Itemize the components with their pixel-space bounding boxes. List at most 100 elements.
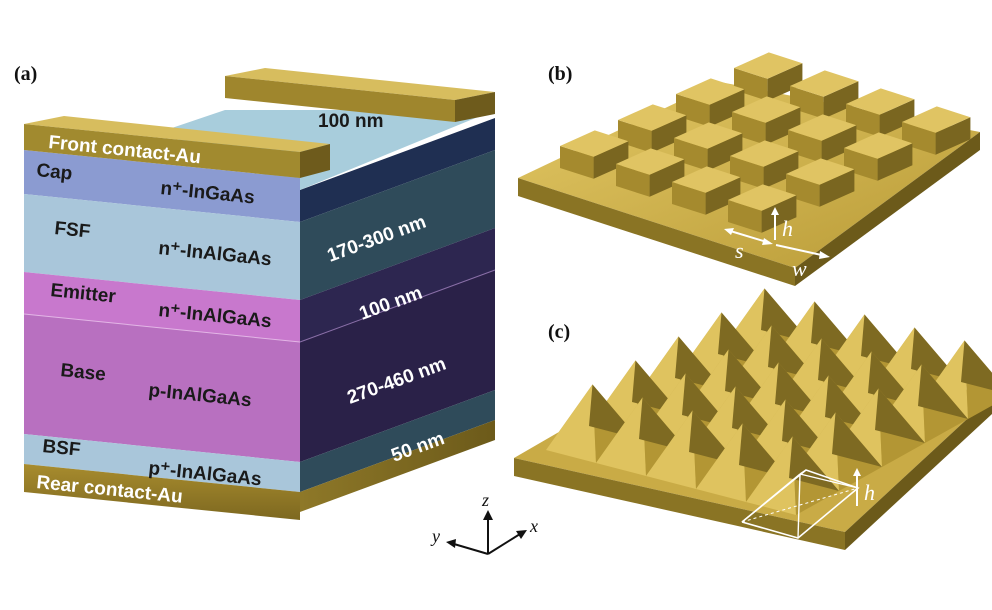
x-axis-label: x [529, 516, 538, 536]
grating-structure: h s w [518, 52, 980, 286]
block-top [846, 88, 915, 115]
grating-base-front [518, 178, 795, 286]
pyramid-structure: h w [514, 288, 992, 561]
grating-base-side [795, 132, 980, 286]
layer-name-cap: Cap [35, 160, 73, 185]
block-top [618, 104, 687, 131]
pyramid-face-left [646, 410, 696, 489]
block-face-right [705, 177, 741, 215]
block-face-right [709, 89, 745, 127]
front-contact-side [300, 144, 330, 178]
block-top [616, 148, 685, 175]
grating-s-label: s [735, 238, 744, 263]
grating-blocks [560, 52, 971, 233]
block-face-right [877, 143, 913, 181]
layer-name-fsf: FSF [53, 218, 91, 243]
block-face-left [616, 164, 650, 197]
emitter-base-interface-side [299, 269, 496, 343]
panel-label-b: (b) [548, 63, 572, 85]
block-face-right [823, 81, 859, 119]
block-face-right [649, 159, 685, 197]
block-face-right [765, 107, 801, 145]
pyramid-face-left [696, 423, 746, 502]
s-arrowhead-l [724, 228, 734, 235]
back-contact-top [225, 68, 495, 100]
pyramid-array [546, 288, 992, 515]
front-emitter [24, 272, 300, 342]
s-arrowhead-r [762, 238, 773, 245]
pyr-h-arrowhead [853, 468, 861, 476]
unit-pyramid-edge-2 [799, 469, 807, 475]
y-axis-label: y [430, 526, 440, 546]
block-face-right [651, 115, 687, 153]
block-face-right [761, 195, 797, 233]
y-arrowhead [446, 539, 456, 548]
s-arrow [726, 229, 771, 244]
block-face-right [593, 141, 629, 179]
front-contact-front [24, 124, 300, 178]
pyramid-face-right [918, 364, 968, 419]
block-face-right [819, 169, 855, 207]
pyramid-face-right [961, 340, 992, 391]
back-contact-front [225, 76, 455, 122]
back-contact-side [455, 92, 495, 122]
pyramid-face-left [746, 436, 796, 515]
block-face-left [560, 146, 594, 179]
side-emitter [300, 228, 495, 342]
x-axis [487, 533, 521, 555]
layer-name-bsf: BSF [41, 436, 81, 461]
pyramid-w-label: w [752, 536, 767, 561]
z-arrowhead [483, 510, 493, 520]
pyramid-face-right [875, 388, 925, 443]
pyramid-face-left [546, 384, 596, 463]
x-arrowhead [516, 530, 527, 539]
side-bsf [300, 390, 495, 492]
w-arrowhead-r [819, 251, 830, 259]
block-top [560, 130, 629, 157]
front-fsf [24, 194, 300, 300]
block-face-right [763, 151, 799, 189]
front-base [24, 314, 300, 462]
unit-pyramid-edge-4 [797, 473, 801, 539]
panel-label-a: (a) [14, 63, 37, 85]
solar-cell-stack: 100 nm Front contact-Au Cap n⁺-InGaAs FS… [23, 68, 496, 520]
block-face-right [707, 133, 743, 171]
side-cap [300, 118, 495, 222]
pyramid-base-side [845, 396, 992, 550]
block-face-left [672, 182, 706, 215]
y-axis [453, 543, 489, 555]
block-face-right [879, 99, 915, 137]
h-arrowhead-t [771, 207, 779, 215]
w-arrow [775, 244, 827, 257]
block-top [732, 96, 801, 123]
front-cap [24, 150, 300, 222]
side-fsf [300, 150, 495, 300]
front-bsf [24, 434, 300, 492]
block-top [902, 106, 971, 133]
pyr-w-arrowhead [791, 541, 802, 549]
unit-pyramid-diag [741, 487, 859, 523]
pyramid-h-label: h [864, 480, 875, 505]
z-axis-label: z [481, 490, 489, 510]
block-face-left [728, 200, 762, 233]
block-top [672, 166, 741, 193]
grating-h-label: h [782, 216, 793, 241]
coordinate-axes: z x y [430, 490, 538, 555]
panel-label-c: (c) [548, 321, 570, 343]
side-rear-contact [300, 420, 495, 512]
thickness-cap: 100 nm [318, 111, 383, 132]
block-face-right [935, 117, 971, 155]
block-top [790, 70, 859, 97]
unit-pyramid-edge-1 [741, 473, 801, 523]
block-top [786, 158, 855, 185]
block-top [728, 184, 797, 211]
block-face-right [767, 63, 803, 101]
pyramid-face-left [596, 397, 646, 476]
block-top [788, 114, 857, 141]
front-rear-contact [24, 464, 300, 520]
layer-name-base: Base [59, 360, 106, 385]
block-top [844, 132, 913, 159]
pyr-w-arrow [741, 529, 799, 547]
block-face-right [821, 125, 857, 163]
